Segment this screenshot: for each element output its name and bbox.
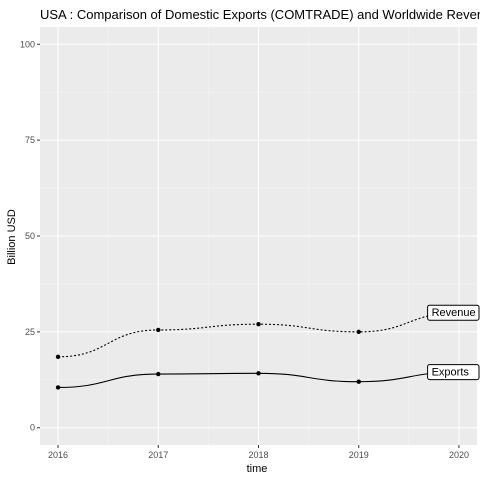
series-label-text-exports: Exports [432,367,470,379]
data-point-exports [256,371,261,376]
x-tick-label: 2016 [48,450,68,460]
x-tick-label: 2019 [349,450,369,460]
chart-title: USA : Comparison of Domestic Exports (CO… [40,7,480,22]
y-tick-label: 50 [25,231,35,241]
data-point-revenue [356,329,361,335]
x-tick-label: 2018 [248,450,268,460]
y-tick-label: 100 [20,39,35,49]
data-point-revenue [256,322,261,327]
x-tick-label: 2017 [148,450,168,460]
points-layer [55,322,361,390]
y-tick-label: 75 [25,135,35,145]
series-end-label-revenue: Revenue [427,304,480,321]
axis-layer: 0 25 50 75 100 2016 2017 2018 2019 2020 [20,39,469,460]
series-label-text-revenue: Revenue [432,307,476,319]
data-point-exports [156,371,161,377]
y-tick-label: 0 [30,423,35,433]
data-point-revenue [156,327,161,333]
series-label-box-revenue [427,304,480,321]
x-axis-title: time [247,463,268,475]
data-point-exports [356,379,361,384]
series-label-box-exports [427,364,480,381]
grid-layer [40,27,477,445]
y-axis-title: Billion USD [6,209,18,265]
x-tick-label: 2020 [449,450,469,460]
y-tick-label: 25 [25,327,35,337]
labels-layer: Revenue Exports [427,304,480,381]
data-point-revenue [55,354,61,359]
data-point-exports [55,385,61,390]
series-end-label-exports: Exports [427,364,480,381]
